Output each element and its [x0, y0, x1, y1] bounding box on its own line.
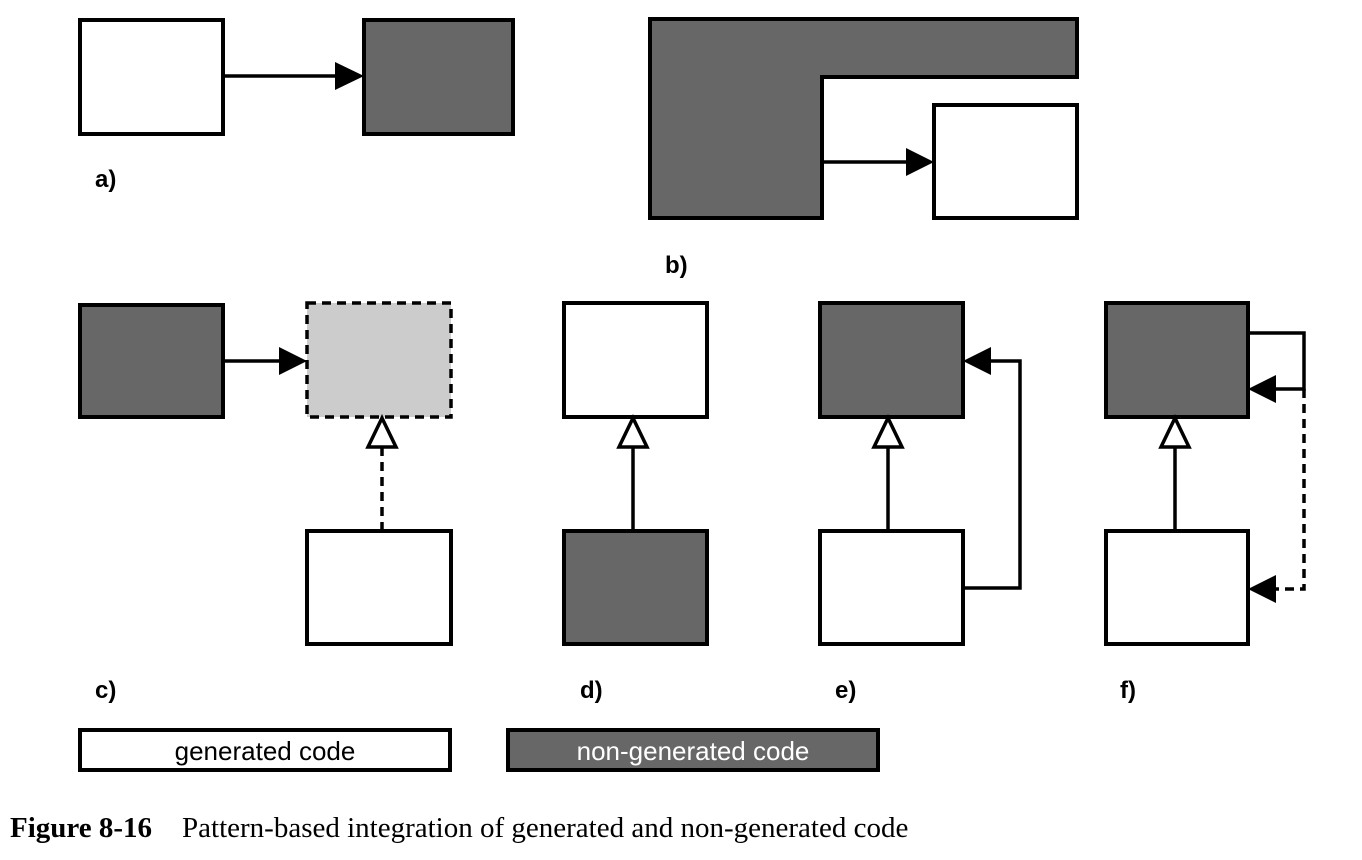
non-generated-box	[78, 303, 225, 419]
non-generated-box	[1104, 301, 1250, 419]
arrowhead-icon	[906, 148, 934, 176]
generated-box	[932, 103, 1079, 220]
panel-e: e)	[818, 301, 1022, 704]
panel-label-a: a)	[95, 166, 116, 193]
non-generated-box	[362, 18, 515, 136]
figure-caption: Figure 8-16 Pattern-based integration of …	[10, 812, 908, 845]
callback-arrow	[963, 359, 1022, 590]
panel-f: f)	[1104, 301, 1306, 704]
abstract-interface-box	[305, 301, 453, 419]
legend-generated-label: generated code	[175, 736, 356, 766]
generated-box	[818, 529, 965, 646]
arrowhead-icon	[335, 62, 364, 90]
arrowhead-icon	[963, 347, 991, 375]
non-generated-box	[562, 529, 709, 646]
inheritance-triangle-icon	[616, 413, 650, 449]
generated-box	[1104, 529, 1250, 646]
inheritance-triangle-icon	[365, 413, 399, 449]
legend: generated code non-generated code	[78, 728, 880, 772]
dashed-callback-arrow	[1276, 389, 1306, 591]
figure-number: Figure 8-16	[10, 812, 153, 844]
inheritance-triangle-icon	[871, 413, 905, 449]
panel-label-c: c)	[95, 677, 116, 704]
generated-box	[562, 301, 709, 419]
inheritance-triangle-icon	[1158, 413, 1192, 449]
panel-b: b)	[648, 17, 1079, 279]
legend-non-generated-swatch	[506, 728, 880, 772]
panel-a: a)	[78, 18, 515, 193]
caption-text: Pattern-based integration of generated a…	[182, 812, 909, 844]
diagram-canvas: a) b) c) d) e)	[78, 17, 1306, 772]
self-call-arrow	[1248, 331, 1306, 391]
panel-c: c)	[78, 301, 453, 704]
panel-label-f: f)	[1120, 677, 1136, 704]
panel-d: d)	[562, 301, 709, 704]
arrowhead-icon	[1248, 575, 1276, 603]
non-generated-l-shape	[648, 17, 1079, 220]
arrowhead-icon	[279, 347, 307, 375]
panel-label-b: b)	[665, 252, 688, 279]
legend-generated-swatch	[78, 728, 452, 772]
generated-box	[305, 529, 453, 646]
generated-box	[78, 18, 225, 136]
legend-non-generated-label: non-generated code	[577, 736, 810, 766]
arrowhead-icon	[1248, 375, 1276, 403]
non-generated-box	[818, 301, 965, 419]
panel-label-e: e)	[835, 677, 856, 704]
panel-label-d: d)	[580, 677, 603, 704]
